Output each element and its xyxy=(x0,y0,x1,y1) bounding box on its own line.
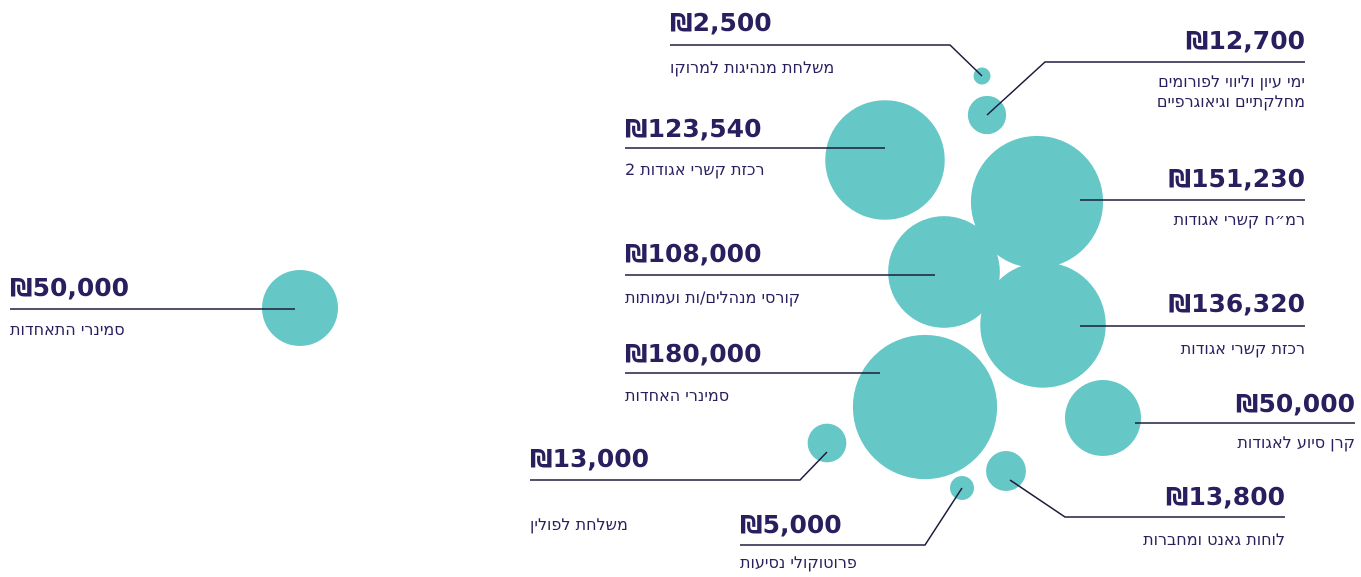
category-label: קרן סיוע לאגודות xyxy=(1237,433,1355,452)
leader-line xyxy=(530,451,828,481)
bubble xyxy=(970,135,1104,269)
bubble xyxy=(261,269,339,347)
value-label: ₪5,000 xyxy=(740,510,842,539)
value-label: ₪50,000 xyxy=(10,273,130,302)
value-label: ₪50,000 xyxy=(1235,389,1355,418)
category-label: קורסי מנהלים/ות ועמותות xyxy=(625,288,801,307)
bubble xyxy=(852,334,998,480)
value-label: ₪2,500 xyxy=(670,8,772,37)
value-label: ₪151,230 xyxy=(1168,164,1305,193)
value-label: ₪136,320 xyxy=(1168,289,1305,318)
value-label: ₪180,000 xyxy=(625,339,762,368)
category-label: רמ״ח קשרי אגודות xyxy=(1173,210,1305,229)
bubble xyxy=(888,216,1000,328)
category-label: רכזת קשרי אגודות xyxy=(1180,339,1305,358)
value-label: ₪108,000 xyxy=(625,239,762,268)
category-label: רכזת קשרי אגודות 2 xyxy=(625,160,765,179)
category-label: סמינרי התאחדות xyxy=(10,320,125,339)
value-label: ₪13,800 xyxy=(1165,482,1285,511)
bubble xyxy=(807,423,847,463)
value-label: ₪13,000 xyxy=(530,444,650,473)
leader-line xyxy=(986,61,1305,116)
leader-line xyxy=(740,487,963,546)
bubble xyxy=(825,100,945,220)
bubble xyxy=(986,451,1026,491)
category-label: לוחות גאנט ומחברות xyxy=(1143,530,1285,549)
value-label: ₪12,700 xyxy=(1185,26,1305,55)
category-label: משלחת לפולין xyxy=(530,515,628,534)
bubble xyxy=(1064,379,1142,457)
value-label: ₪123,540 xyxy=(625,114,762,143)
leader-line xyxy=(670,44,983,77)
category-label: סמינרי האחדות xyxy=(625,386,730,405)
leader-line xyxy=(1009,479,1285,518)
category-label: פרוטוקולי נסיעות xyxy=(740,553,857,572)
category-label: ימי עיון וליווי לפורומים מחלקתיים וגיאוג… xyxy=(1156,72,1305,111)
bubble xyxy=(980,262,1106,388)
category-label: משלחת מנהיגות למרוקו xyxy=(670,58,835,77)
